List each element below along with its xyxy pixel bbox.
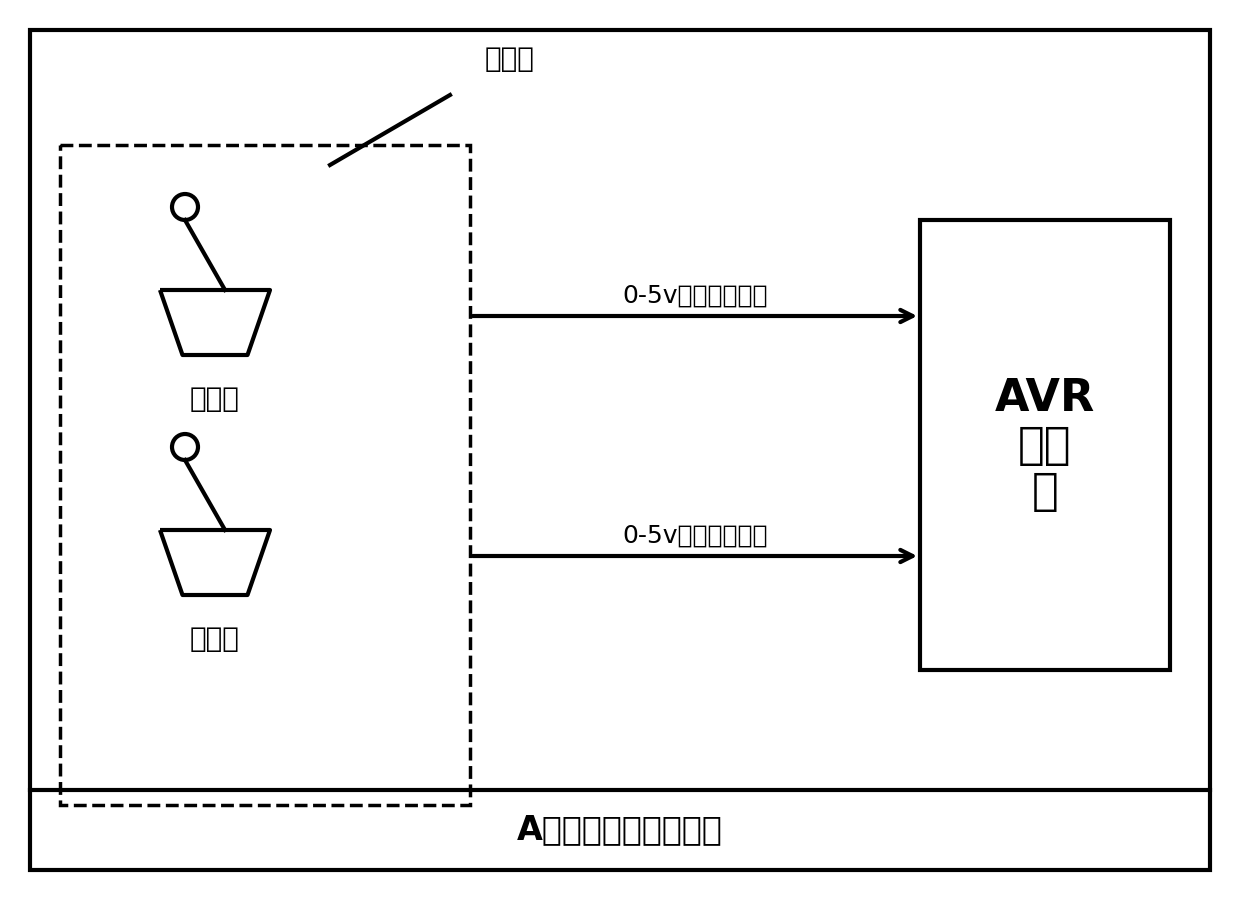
- Text: 0-5v模拟电压信号: 0-5v模拟电压信号: [622, 284, 768, 308]
- Text: 电位器: 电位器: [485, 45, 534, 73]
- Bar: [920, 220, 1171, 670]
- Text: 0-5v模拟电压信号: 0-5v模拟电压信号: [622, 524, 768, 548]
- Text: AVR
单片
机: AVR 单片 机: [994, 377, 1095, 513]
- Text: A结构：杆位输入模块: A结构：杆位输入模块: [517, 814, 723, 847]
- Bar: [60, 145, 470, 805]
- Text: 变距杆: 变距杆: [190, 625, 239, 653]
- Text: 油门杆: 油门杆: [190, 385, 239, 413]
